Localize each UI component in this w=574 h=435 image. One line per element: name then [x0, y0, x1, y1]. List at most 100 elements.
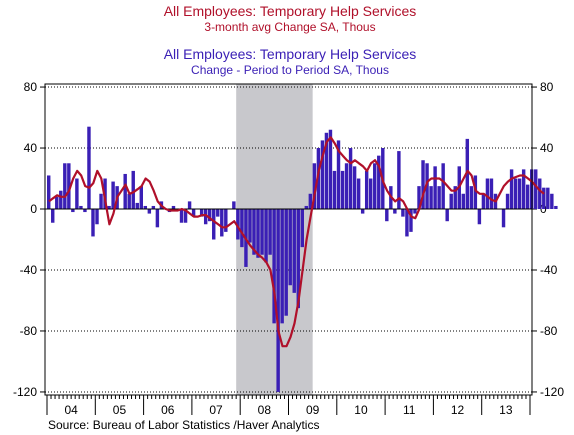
bar: [199, 209, 204, 217]
bar: [356, 178, 361, 210]
bar: [292, 209, 296, 293]
bar: [308, 193, 313, 210]
y-tick-label-left: 40: [24, 141, 38, 155]
bar: [449, 193, 453, 210]
bar: [304, 205, 309, 210]
bar: [63, 163, 67, 210]
bar: [220, 209, 224, 237]
bar: [147, 209, 152, 214]
bar: [296, 209, 300, 309]
x-tick-label: 13: [499, 403, 513, 417]
bar: [171, 205, 176, 210]
bar: [437, 186, 441, 210]
bar: [348, 148, 353, 210]
y-tick-label-right: 80: [540, 80, 554, 94]
bar: [59, 190, 63, 210]
bar: [505, 193, 510, 210]
bar: [554, 205, 558, 210]
bar: [87, 126, 91, 210]
plot-area: 8080404000-40-40-80-80-120-1200405060708…: [13, 80, 564, 417]
bar: [509, 169, 514, 210]
bar: [131, 170, 135, 210]
bar: [183, 209, 188, 223]
y-tick-label-left: 0: [30, 202, 37, 216]
bar: [260, 209, 264, 255]
bar: [91, 209, 95, 237]
y-tick-label-left: -40: [20, 263, 38, 277]
bar: [203, 209, 208, 225]
bar: [377, 155, 381, 210]
bar: [534, 169, 538, 210]
source-note: Source: Bureau of Labor Statistics /Have…: [48, 418, 319, 432]
bar: [501, 209, 506, 228]
bar: [300, 209, 304, 248]
bar: [413, 209, 417, 214]
bar: [538, 178, 542, 210]
bar: [401, 209, 405, 217]
bar: [151, 205, 156, 210]
bar: [288, 209, 292, 286]
bar: [191, 209, 196, 217]
bar: [465, 138, 470, 210]
bar: [385, 209, 389, 222]
bar: [95, 209, 99, 225]
bar: [256, 209, 260, 258]
bar: [79, 205, 83, 210]
bar: [252, 209, 256, 255]
title-change: All Employees: Temporary Help Services: [164, 46, 417, 62]
bar: [284, 209, 288, 316]
bar: [352, 166, 357, 210]
y-tick-label-left: -80: [20, 324, 38, 338]
x-tick-label: 04: [64, 403, 78, 417]
bar: [344, 163, 349, 210]
bar: [397, 151, 401, 210]
bar: [139, 186, 143, 210]
bar: [99, 193, 103, 210]
bar: [248, 209, 252, 243]
bar: [445, 209, 449, 222]
bar: [71, 209, 75, 213]
bar: [409, 209, 413, 232]
y-tick-label-right: -120: [540, 385, 564, 399]
bar: [433, 166, 437, 210]
bar: [328, 129, 333, 210]
bar: [485, 178, 490, 210]
bar: [272, 209, 276, 324]
bar: [340, 170, 345, 210]
y-tick-label-left: 80: [24, 80, 38, 94]
bar: [393, 209, 397, 214]
bar: [421, 160, 425, 210]
bar: [517, 178, 522, 210]
x-tick-label: 05: [113, 403, 127, 417]
bar: [179, 209, 184, 223]
x-tick-label: 06: [161, 403, 175, 417]
bar: [525, 184, 530, 210]
bar: [513, 178, 518, 210]
bar: [425, 163, 429, 210]
x-tick-label: 12: [451, 403, 465, 417]
bar: [187, 201, 192, 210]
bar: [55, 196, 59, 210]
bar: [481, 193, 486, 210]
bar: [240, 209, 244, 248]
bar: [111, 181, 115, 210]
bar: [332, 170, 337, 210]
bar: [75, 178, 79, 210]
bar: [546, 187, 550, 210]
bar: [280, 209, 284, 324]
bar: [264, 209, 268, 263]
bar: [123, 173, 127, 210]
bar: [469, 186, 474, 210]
bar: [369, 178, 373, 210]
x-tick-label: 09: [306, 403, 320, 417]
bar: [51, 209, 55, 223]
bar: [312, 163, 317, 210]
bar: [360, 209, 365, 214]
bar: [224, 209, 228, 232]
bar: [324, 132, 329, 210]
bar: [477, 209, 482, 225]
bar: [473, 175, 478, 210]
bar: [461, 193, 465, 210]
bar: [232, 201, 236, 210]
